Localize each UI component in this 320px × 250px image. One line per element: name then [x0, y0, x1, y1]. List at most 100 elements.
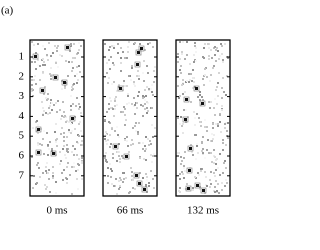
speckle — [195, 134, 197, 136]
speckle — [194, 42, 196, 44]
speckle — [181, 160, 183, 162]
speckle — [41, 101, 43, 103]
speckle — [127, 93, 129, 95]
speckle — [76, 66, 78, 68]
speckle — [190, 101, 192, 103]
dark-halo — [183, 96, 190, 103]
speckle — [63, 140, 65, 142]
speckle — [142, 105, 144, 107]
speckle — [45, 97, 47, 99]
speckle — [63, 111, 65, 113]
speckle — [47, 144, 49, 146]
speckle — [193, 81, 195, 83]
speckle — [211, 161, 213, 163]
speckle — [130, 144, 132, 146]
dark-halo — [186, 167, 193, 174]
speckle — [126, 140, 128, 142]
speckle — [117, 43, 119, 45]
speckle — [131, 171, 133, 173]
panel-frame — [29, 39, 85, 197]
speckle — [205, 176, 207, 178]
speckle — [151, 107, 153, 109]
speckle — [145, 185, 147, 187]
dark-spot — [41, 89, 44, 92]
panel-time-label: 132 ms — [187, 205, 219, 217]
speckle — [57, 66, 59, 68]
speckle — [65, 60, 67, 62]
speckle — [124, 139, 126, 141]
speckle — [153, 187, 155, 189]
speckle — [130, 79, 132, 81]
speckle — [47, 154, 49, 156]
speckle — [224, 123, 226, 125]
speckle — [132, 127, 134, 129]
speckle — [215, 123, 217, 125]
speckle — [33, 175, 35, 177]
speckle — [214, 46, 216, 48]
speckle — [222, 61, 224, 63]
speckle — [106, 62, 108, 64]
speckle — [123, 106, 125, 108]
speckle — [149, 42, 151, 44]
speckle — [120, 70, 122, 72]
speckle — [37, 144, 39, 146]
speckle — [56, 50, 58, 52]
speckle — [78, 65, 80, 67]
dark-spot — [63, 81, 66, 84]
speckle — [66, 148, 68, 150]
speckle — [209, 107, 211, 109]
speckle — [135, 130, 137, 132]
dark-halo — [199, 100, 206, 107]
speckle — [64, 85, 66, 87]
speckle — [210, 74, 212, 76]
speckle — [38, 167, 40, 169]
speckle — [142, 177, 144, 179]
dark-spot — [136, 63, 139, 66]
speckle — [75, 170, 77, 172]
speckle — [138, 122, 140, 124]
speckle — [131, 65, 133, 67]
speckle — [46, 132, 48, 134]
speckle — [42, 64, 44, 66]
speckle — [52, 175, 54, 177]
speckle — [75, 105, 77, 107]
speckle — [200, 168, 202, 170]
speckle — [126, 136, 128, 138]
dark-spot — [188, 169, 191, 172]
speckle — [127, 145, 129, 147]
dark-halo — [35, 126, 42, 133]
speckle — [66, 166, 68, 168]
speckle — [60, 133, 62, 135]
speckle — [114, 105, 116, 107]
speckle — [137, 133, 139, 135]
speckle — [49, 112, 51, 114]
speckle — [152, 178, 154, 180]
speckle — [148, 182, 150, 184]
speckle — [197, 152, 199, 154]
speckle — [200, 125, 202, 127]
speckle — [195, 51, 197, 53]
speckle — [214, 175, 216, 177]
speckle — [56, 111, 58, 113]
speckle — [42, 45, 44, 47]
speckle — [184, 58, 186, 60]
speckle — [113, 45, 115, 47]
speckle — [44, 48, 46, 50]
speckle — [218, 58, 220, 60]
speckle — [131, 67, 133, 69]
speckle — [177, 53, 179, 55]
dark-halo — [200, 187, 207, 194]
speckle — [143, 60, 145, 62]
speckle — [73, 166, 75, 168]
speckle — [179, 95, 181, 97]
speckle — [76, 178, 78, 180]
speckle — [202, 152, 204, 154]
speckle — [221, 189, 223, 191]
speckle — [225, 179, 227, 181]
speckle — [72, 67, 74, 69]
speckle — [112, 157, 114, 159]
speckle — [74, 75, 76, 77]
speckle — [152, 136, 154, 138]
dark-halo — [69, 115, 76, 122]
speckle — [220, 131, 222, 133]
